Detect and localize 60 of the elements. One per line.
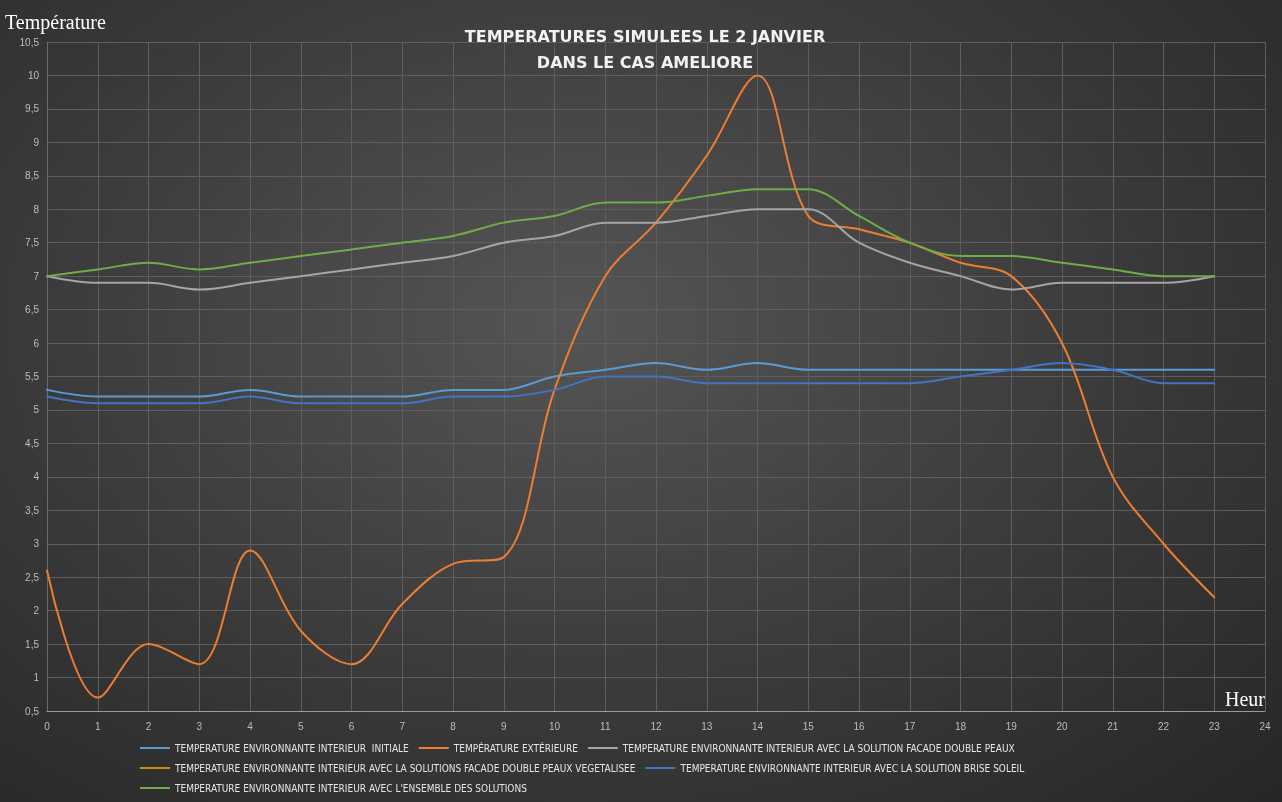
x-tick-label: 10 — [548, 720, 561, 732]
y-tick-label: 7,5 — [25, 237, 40, 249]
x-tick-label: 0 — [44, 720, 51, 732]
x-tick-label: 13 — [701, 720, 713, 732]
y-tick-label: 8,5 — [25, 170, 40, 182]
y-tick-label: 0,5 — [25, 705, 40, 717]
y-tick-label: 10,5 — [19, 36, 40, 48]
y-tick-label: 3,5 — [25, 504, 40, 516]
x-tick-label: 4 — [247, 720, 254, 732]
x-tick-label: 23 — [1208, 720, 1221, 732]
y-tick-label: 6 — [33, 337, 40, 349]
x-tick-label: 16 — [853, 720, 865, 732]
y-tick-label: 5 — [33, 404, 40, 416]
line-series — [46, 362, 1216, 398]
line-series — [46, 74, 1216, 699]
y-tick-label: 1,5 — [25, 638, 40, 650]
legend-label: TEMPERATURE ENVIRONNANTE INTERIEUR INITIALE — [174, 742, 410, 754]
x-tick-label: 17 — [904, 720, 916, 732]
x-tick-label: 18 — [954, 720, 967, 732]
y-tick-label: 3 — [33, 538, 40, 550]
y-tick-label: 2 — [33, 605, 40, 617]
legend-label: TEMPERATURE ENVIRONNANTE INTERIEUR AVEC LA SOLUTION BRISE SOLEIL — [679, 762, 1025, 774]
y-tick-label: 7 — [33, 270, 40, 282]
x-tick-label: 6 — [348, 720, 355, 732]
y-tick-label: 8 — [33, 203, 40, 215]
chart-title: TEMPERATURES SIMULEES LE 2 JANVIER DANS LE CAS AMELIORE — [464, 26, 826, 72]
x-tick-label: 3 — [196, 720, 203, 732]
x-tick-label: 11 — [600, 720, 611, 732]
y-tick-label: 6,5 — [25, 304, 40, 316]
y-tick-label: 10 — [27, 69, 40, 81]
x-axis-title: Heur — [1225, 688, 1266, 710]
x-tick-label: 12 — [650, 720, 662, 732]
x-tick-label: 8 — [450, 720, 457, 732]
y-tick-label: 1 — [33, 672, 40, 684]
x-tick-label: 19 — [1005, 720, 1018, 732]
y-tick-label: 5,5 — [25, 371, 40, 382]
line-series — [46, 362, 1216, 405]
x-tick-label: 15 — [802, 720, 815, 732]
x-tick-label: 2 — [145, 720, 152, 732]
x-tick-label: 7 — [399, 720, 406, 732]
x-tick-label: 20 — [1056, 720, 1068, 732]
y-axis-title: Température — [5, 11, 106, 34]
legend-label: TEMPERATURE ENVIRONNANTE INTERIEUR AVEC LA SOLUTION FACADE DOUBLE PEAUX — [621, 742, 1015, 754]
x-tick-label: 5 — [297, 720, 304, 732]
x-tick-label: 22 — [1157, 720, 1170, 732]
legend-label: TEMPERATURE ENVIRONNANTE INTERIEUR AVEC LA SOLUTIONS FACADE DOUBLE PEAUX VEGETALISEE — [174, 762, 636, 774]
x-tick-label: 14 — [751, 720, 764, 732]
y-tick-label: 4 — [33, 471, 40, 483]
legend-label: TEMPERATURE ENVIRONNANTE INTERIEUR AVEC L'ENSEMBLE DES SOLUTIONS — [174, 782, 528, 794]
y-tick-label: 9,5 — [25, 103, 40, 115]
legend-label: TEMPÉRATURE EXTÉRIEURE — [452, 741, 579, 754]
x-tick-label: 24 — [1259, 720, 1271, 732]
line-series — [46, 188, 1216, 278]
y-tick-label: 4,5 — [25, 437, 40, 449]
x-tick-label: 1 — [94, 720, 101, 732]
x-tick-label: 9 — [500, 720, 507, 732]
line-series — [46, 208, 1216, 291]
x-tick-label: 21 — [1107, 720, 1119, 732]
y-tick-label: 2,5 — [25, 571, 40, 583]
y-tick-label: 9 — [33, 136, 40, 148]
